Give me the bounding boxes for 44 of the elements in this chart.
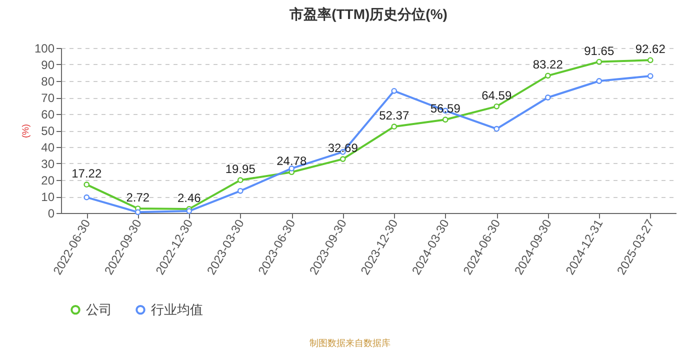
point bbox=[237, 177, 244, 184]
point bbox=[494, 126, 500, 132]
data-label: 92.62 bbox=[635, 42, 666, 56]
y-tick-label: 0 bbox=[48, 206, 55, 220]
data-label: 64.59 bbox=[482, 88, 512, 102]
point bbox=[647, 57, 654, 64]
data-label: 91.65 bbox=[584, 44, 614, 58]
y-tick-label: 70 bbox=[41, 91, 55, 105]
data-label: 83.22 bbox=[532, 58, 564, 72]
data-label: 2.72 bbox=[126, 190, 150, 205]
point bbox=[442, 116, 448, 123]
point bbox=[596, 58, 602, 65]
data-label: 24.78 bbox=[276, 154, 307, 168]
point bbox=[237, 188, 244, 194]
chart-title: 市盈率(TTM)历史分位(%) bbox=[288, 6, 448, 22]
point bbox=[340, 156, 346, 162]
y-tick-label: 90 bbox=[41, 58, 55, 72]
y-tick-label: 50 bbox=[41, 124, 55, 138]
y-tick-label: 40 bbox=[41, 140, 55, 154]
point bbox=[134, 209, 141, 216]
point bbox=[391, 88, 398, 94]
point bbox=[544, 94, 551, 100]
point bbox=[494, 103, 500, 110]
y-tick-label: 80 bbox=[41, 74, 55, 88]
point bbox=[84, 182, 90, 188]
y-tick-label: 20 bbox=[41, 174, 55, 188]
legend-label: 公司 bbox=[86, 302, 112, 317]
y-tick-label: 10 bbox=[41, 190, 55, 204]
y-tick-label: 60 bbox=[41, 108, 55, 122]
point bbox=[596, 78, 602, 84]
y-axis-title: (%) bbox=[20, 124, 30, 138]
y-tick-label: 30 bbox=[41, 157, 55, 171]
point bbox=[544, 72, 551, 79]
legend-label: 行业均值 bbox=[151, 302, 203, 317]
data-label: 19.95 bbox=[225, 162, 256, 176]
data-label: 17.22 bbox=[72, 166, 102, 181]
text: 制图数据来自数据库 bbox=[308, 338, 392, 350]
data-label: 2.46 bbox=[177, 190, 202, 205]
point bbox=[288, 166, 295, 172]
data-label: 52.37 bbox=[379, 108, 410, 123]
point bbox=[391, 124, 398, 130]
point bbox=[647, 73, 654, 79]
y-tick-label: 100 bbox=[34, 42, 55, 56]
point bbox=[84, 194, 90, 200]
